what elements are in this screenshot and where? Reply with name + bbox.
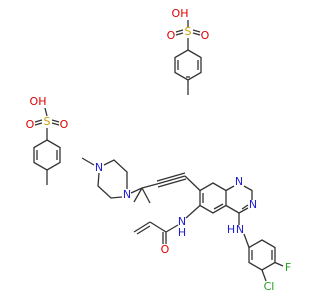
atom-label: N	[249, 198, 257, 211]
atom-label: N	[178, 215, 186, 228]
atom-label: OH	[30, 95, 47, 108]
atom-label: S	[44, 115, 51, 128]
atom-label: O	[161, 243, 170, 256]
atom-label: F	[285, 261, 291, 274]
atom-label: N	[236, 223, 244, 236]
atom-label: O	[60, 118, 69, 131]
atom-label: N	[235, 175, 243, 188]
bonds	[33, 20, 284, 282]
atom-label: O	[26, 118, 35, 131]
atom-label: H	[227, 223, 235, 236]
atom-labels: OH S O O OH S O O N N N N N H O N H Cl F	[26, 7, 292, 293]
atom-label: N	[123, 188, 131, 201]
atom-label: N	[95, 161, 103, 174]
atom-label: Cl	[264, 280, 275, 293]
atom-label: O	[201, 29, 210, 42]
atom-label: O	[167, 29, 176, 42]
atom-label: S	[185, 25, 192, 38]
structure: OH S O O OH S O O N N N N N H O N H Cl F	[26, 7, 292, 293]
atom-label: OH	[172, 7, 189, 20]
atom-label: H	[178, 226, 186, 239]
